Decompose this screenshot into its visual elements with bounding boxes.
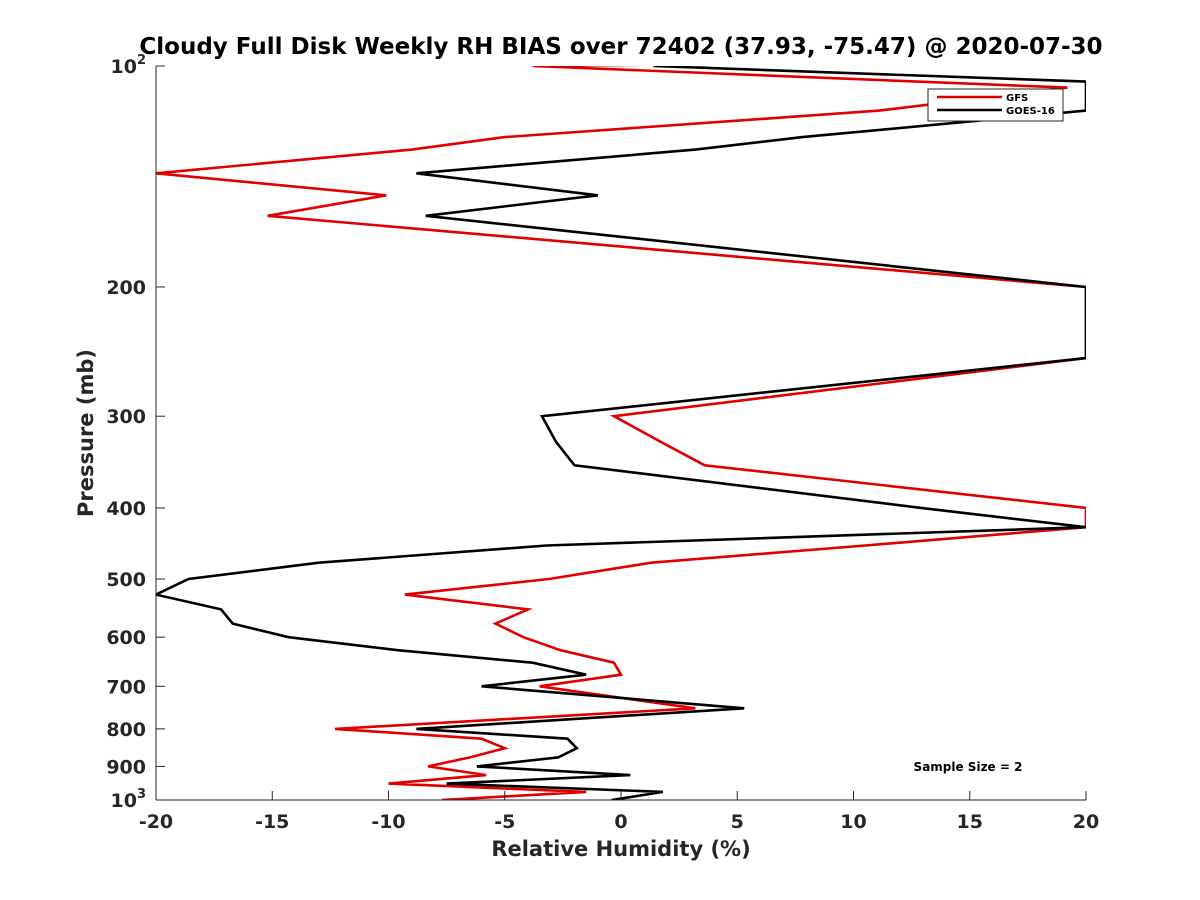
y-axis-label: Pressure (mb)	[74, 349, 98, 517]
x-tick-label: 0	[614, 811, 627, 833]
x-tick-label: 15	[957, 811, 983, 833]
y-tick-label: 500	[106, 569, 146, 591]
x-axis-label: Relative Humidity (%)	[491, 837, 750, 861]
y-tick-label: 103	[111, 787, 147, 812]
x-tick-label: -15	[255, 811, 289, 833]
series-line-goes-16	[156, 66, 1086, 800]
x-tick-label: -5	[494, 811, 515, 833]
y-tick-label: 300	[106, 406, 146, 428]
y-tick-label: 900	[106, 756, 146, 778]
legend-label: GFS	[1006, 93, 1028, 104]
y-tick-label: 800	[106, 719, 146, 741]
y-tick-label: 200	[106, 277, 146, 299]
x-tick-label: 5	[731, 811, 744, 833]
x-tick-label: 10	[840, 811, 866, 833]
x-ticks: -20 -15 -10 -5 0 5 10 15 20	[139, 791, 1099, 833]
series-line-gfs	[156, 66, 1086, 800]
legend-box	[927, 88, 1064, 122]
chart-title: Cloudy Full Disk Weekly RH BIAS over 724…	[139, 34, 1102, 60]
x-tick-label: -20	[139, 811, 173, 833]
legend: GFS GOES-16	[927, 88, 1064, 122]
y-tick-label: 102	[111, 53, 147, 78]
y-ticks: 102 200 300 400 500 600 700 800 900 103	[106, 53, 165, 812]
y-tick-label: 600	[106, 627, 146, 649]
legend-label: GOES-16	[1006, 106, 1055, 117]
y-tick-label: 700	[106, 676, 146, 698]
x-tick-label: -10	[371, 811, 405, 833]
sample-size-annotation: Sample Size = 2	[914, 760, 1023, 774]
y-tick-label: 400	[106, 498, 146, 520]
x-tick-label: 20	[1073, 811, 1099, 833]
series-layer	[156, 66, 1086, 800]
